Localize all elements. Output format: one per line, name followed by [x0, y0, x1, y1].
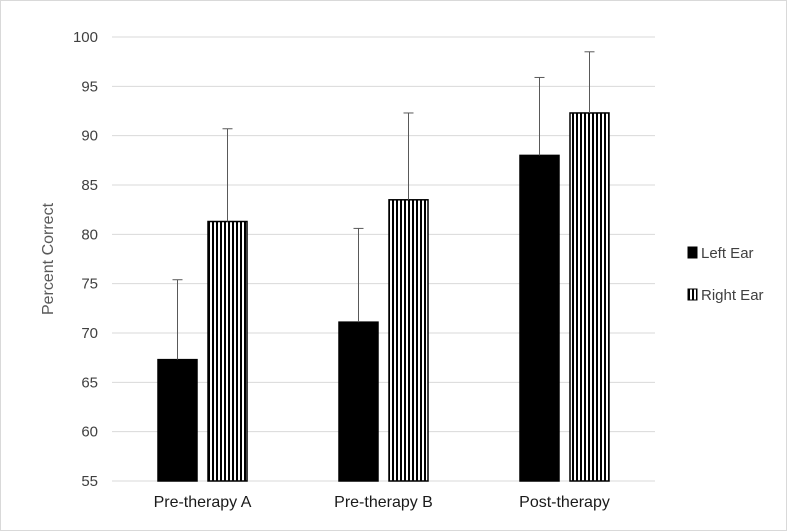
- y-axis-ticks: 55 60 65 70 75 80 85 90 95 100: [73, 29, 98, 490]
- y-tick-label: 65: [81, 374, 98, 391]
- gridlines: [112, 36, 655, 482]
- bar-left-ear: [157, 358, 198, 482]
- category-label: Pre-therapy B: [334, 494, 433, 511]
- legend-swatch: [687, 246, 698, 259]
- bar-right-ear: [569, 112, 610, 482]
- category-label: Pre-therapy A: [154, 494, 252, 511]
- legend-label: Left Ear: [701, 245, 754, 262]
- bar-left-ear: [338, 321, 379, 482]
- legend-swatch: [687, 288, 698, 301]
- bar-right-ear: [207, 220, 248, 482]
- bars: [157, 112, 610, 482]
- y-tick-label: 100: [73, 29, 98, 46]
- category-label: Post-therapy: [519, 494, 610, 511]
- y-tick-label: 95: [81, 78, 98, 95]
- category-labels: Pre-therapy A Pre-therapy B Post-therapy: [154, 494, 610, 511]
- error-bars: [172, 51, 595, 360]
- y-tick-label: 55: [81, 473, 98, 490]
- y-axis-label: Percent Correct: [40, 202, 57, 315]
- y-tick-label: 90: [81, 128, 98, 145]
- legend: Left Ear Right Ear: [687, 245, 764, 304]
- bar-left-ear: [519, 154, 560, 482]
- y-tick-label: 75: [81, 276, 98, 293]
- y-tick-label: 70: [81, 325, 98, 342]
- y-tick-label: 60: [81, 424, 98, 441]
- y-tick-label: 80: [81, 226, 98, 243]
- y-tick-label: 85: [81, 177, 98, 194]
- bar-right-ear: [388, 199, 429, 482]
- legend-label: Right Ear: [701, 287, 764, 304]
